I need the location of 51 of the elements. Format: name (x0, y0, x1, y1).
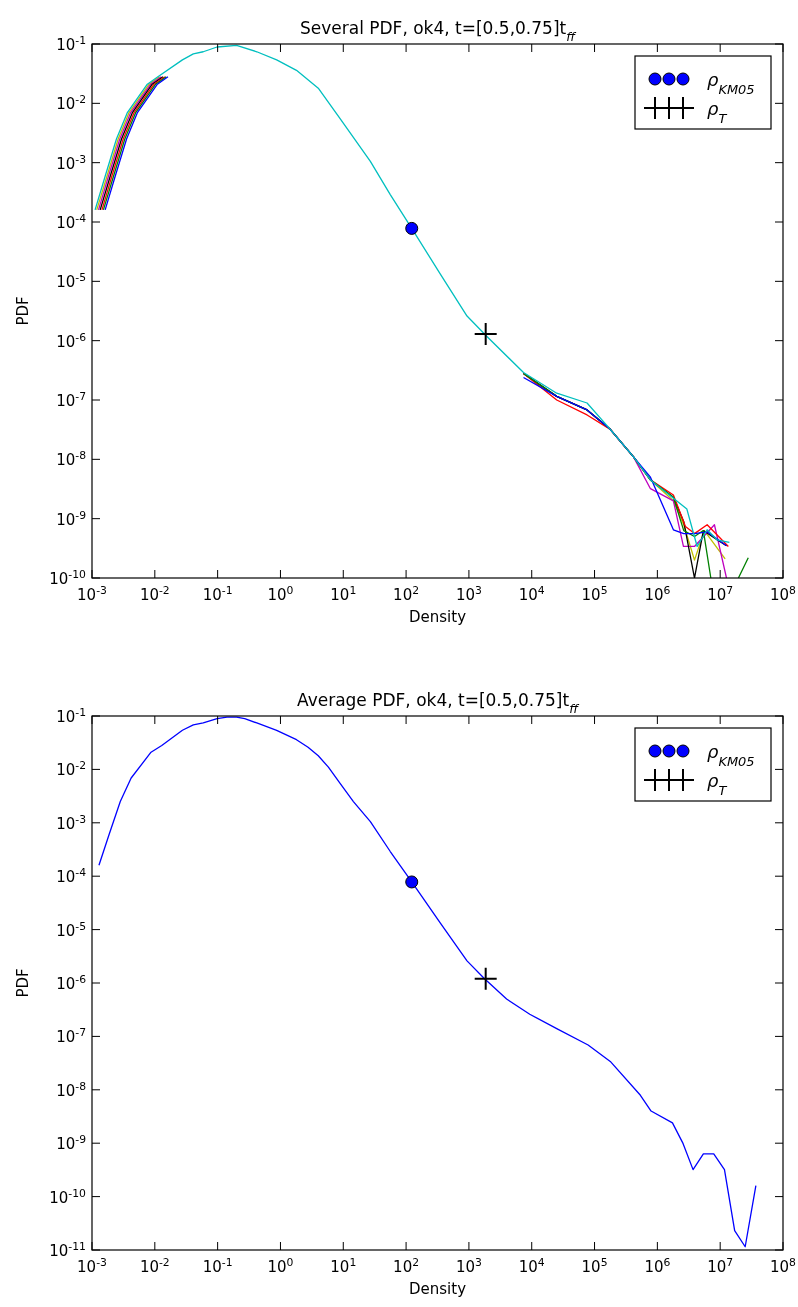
x-tick-label: 10$^{-2}$ (139, 1255, 170, 1276)
y-tick-label: 10$^{-7}$ (56, 389, 86, 410)
x-tick-label: 10$^{3}$ (455, 1255, 482, 1276)
x-tick-label: 10$^{6}$ (644, 1255, 671, 1276)
chart-title: Average PDF, ok4, t=[0.5,0.75]t$_{ff}$ (297, 690, 580, 716)
x-tick-label: 10$^{4}$ (518, 583, 545, 604)
legend-label: ρ$_{KM05}$ (707, 69, 755, 97)
x-tick-label: 10$^{5}$ (581, 583, 608, 604)
y-tick-label: 10$^{-2}$ (56, 92, 86, 114)
y-tick-label: 10$^{-6}$ (56, 330, 87, 351)
y-tick-label: 10$^{-8}$ (56, 1079, 87, 1100)
x-tick-label: 10$^{5}$ (581, 1255, 608, 1276)
y-tick-label: 10$^{-7}$ (56, 1025, 86, 1047)
x-tick-label: 10$^{7}$ (707, 583, 734, 604)
y-tick-label: 10$^{-2}$ (56, 758, 86, 780)
x-tick-label: 10$^{2}$ (393, 583, 420, 604)
y-tick-label: 10$^{-9}$ (56, 1132, 87, 1154)
x-tick-label: 10$^{1}$ (330, 583, 357, 604)
y-tick-label: 10$^{-10}$ (49, 1186, 87, 1207)
x-tick-label: 10$^{4}$ (518, 1255, 545, 1276)
y-tick-label: 10$^{-1}$ (56, 705, 86, 726)
x-axis-title: Density (408, 608, 467, 626)
y-tick-label: 10$^{-3}$ (56, 812, 86, 833)
x-tick-label: 10$^{-1}$ (202, 1255, 233, 1276)
x-tick-label: 10$^{0}$ (267, 1255, 294, 1276)
x-tick-label: 10$^{6}$ (644, 583, 671, 604)
x-tick-label: 10$^{3}$ (455, 583, 482, 604)
y-tick-label: 10$^{-9}$ (56, 508, 87, 529)
y-tick-label: 10$^{-6}$ (56, 972, 87, 993)
y-tick-label: 10$^{-5}$ (56, 270, 86, 292)
legend-label: ρ$_{KM05}$ (707, 741, 755, 769)
x-tick-label: 10$^{2}$ (393, 1255, 420, 1276)
legend-label: ρ$_{T}$ (707, 770, 728, 798)
x-tick-label: 10$^{8}$ (770, 583, 797, 604)
x-tick-label: 10$^{-1}$ (202, 583, 233, 604)
x-tick-label: 10$^{0}$ (267, 583, 294, 604)
legend-label: ρ$_{T}$ (707, 98, 728, 126)
x-tick-label: 10$^{1}$ (330, 1255, 357, 1276)
x-tick-label: 10$^{7}$ (707, 1255, 734, 1276)
chart-title: Several PDF, ok4, t=[0.5,0.75]t$_{ff}$ (299, 18, 577, 44)
y-tick-label: 10$^{-1}$ (56, 33, 86, 54)
x-axis-title: Density (408, 1280, 467, 1298)
y-tick-label: 10$^{-5}$ (56, 919, 86, 940)
y-axis-title: PDF (14, 968, 32, 998)
x-tick-label: 10$^{-2}$ (139, 583, 170, 604)
y-tick-label: 10$^{-4}$ (56, 865, 87, 887)
x-tick-label: 10$^{8}$ (770, 1255, 797, 1276)
y-tick-label: 10$^{-8}$ (56, 448, 87, 470)
y-tick-label: 10$^{-3}$ (56, 152, 86, 173)
y-axis-title: PDF (14, 296, 32, 326)
y-tick-label: 10$^{-4}$ (56, 211, 87, 232)
